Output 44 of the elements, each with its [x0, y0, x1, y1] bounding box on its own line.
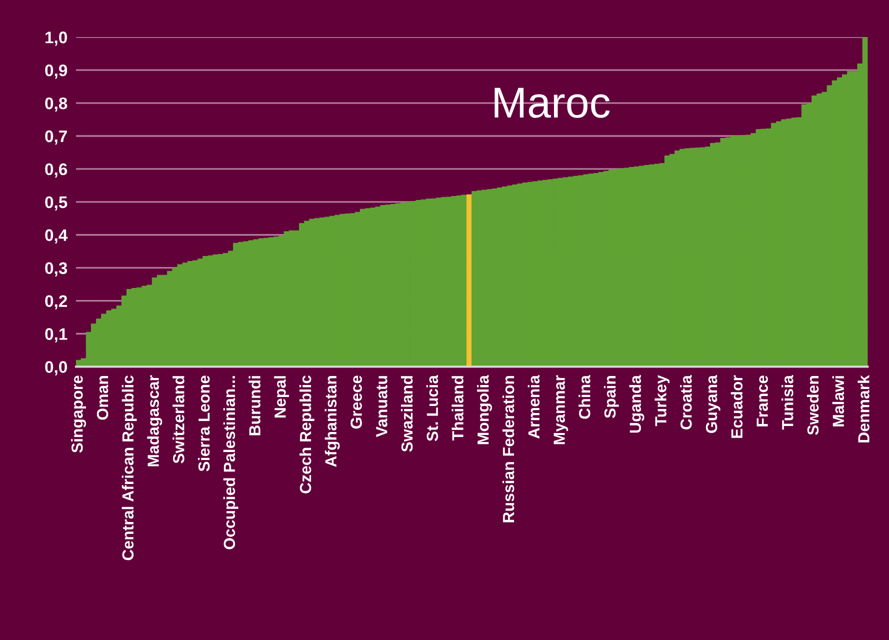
- x-tick-label: Sweden: [806, 376, 819, 435]
- x-tick-label: Afghanistan: [324, 376, 340, 467]
- x-tick-label: Uganda: [629, 374, 644, 433]
- x-tick-label: Myanmar: [554, 375, 568, 444]
- x-tick-label: Occupied Palestinian...: [223, 376, 238, 550]
- y-tick-label: 0,0: [45, 361, 67, 376]
- y-tick-label: 0,5: [45, 196, 68, 211]
- y-tick-label: 0,3: [45, 262, 68, 276]
- x-tick-label: Tunisia: [782, 374, 794, 430]
- y-tick-label: 0,1: [45, 328, 68, 342]
- x-tick-label: Madagascar: [147, 375, 162, 466]
- x-tick-label: Turkey: [654, 375, 670, 426]
- x-tick-label: Thailand: [452, 376, 464, 441]
- x-tick-label: Russian Federation: [502, 376, 514, 522]
- x-tick-label: Armenia: [528, 374, 540, 439]
- x-tick-label: Spain: [604, 376, 619, 418]
- y-tick-label: 0,6: [45, 163, 68, 178]
- x-tick-label: Burundi: [248, 376, 260, 436]
- x-tick-label: France: [756, 376, 768, 426]
- x-tick-label: Mongolia: [477, 374, 492, 444]
- x-tick-label: Vanuatu: [376, 376, 388, 438]
- x-tick-label: Swaziland: [400, 376, 413, 452]
- x-tick-label: Czech Republic: [299, 376, 314, 494]
- x-tick-label: Central African Republic: [122, 376, 137, 560]
- y-tick-label: 1,0: [46, 32, 67, 46]
- x-tick-label: Malawi: [832, 376, 844, 426]
- y-tick-label: 0,4: [45, 229, 68, 244]
- x-tick-label: Denmark: [858, 375, 870, 442]
- x-tick-label: Nepal: [274, 376, 289, 418]
- x-tick-label: Singapore: [71, 376, 86, 453]
- y-tick-label: 0,9: [45, 64, 68, 79]
- y-tick-label: 0,8: [45, 97, 68, 112]
- x-tick-label: Croatia: [680, 374, 692, 430]
- x-tick-label: Sierra Leone: [198, 376, 210, 472]
- x-tick-label: Oman: [96, 376, 108, 420]
- x-tick-label: Guyana: [706, 374, 720, 433]
- x-tick-label: Ecuador: [730, 375, 743, 438]
- y-tick-label: 0,7: [45, 130, 67, 145]
- x-tick-label: Greece: [350, 376, 362, 429]
- y-tick-label: 0,2: [45, 295, 68, 310]
- x-tick-label: St. Lucia: [426, 374, 438, 442]
- x-tick-label: China: [578, 374, 590, 419]
- x-tick-label: Switzerland: [172, 376, 184, 464]
- annotation: Maroc: [494, 88, 610, 118]
